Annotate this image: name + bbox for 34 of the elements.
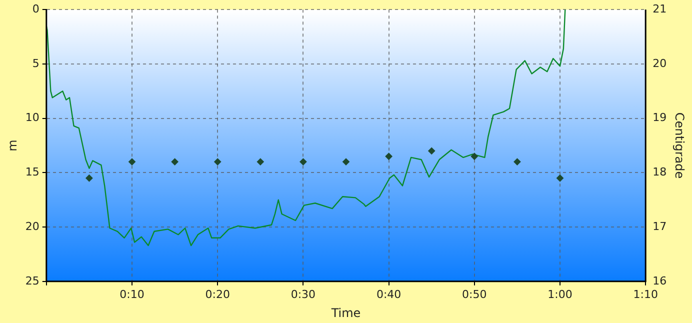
x-tick-label: 0:20 — [205, 288, 230, 301]
x-tick-label: 1:00 — [548, 288, 572, 301]
x-axis-title: Time — [330, 306, 361, 320]
y2-tick-label: 20 — [652, 56, 667, 70]
x-tick-label: 0:40 — [376, 288, 402, 301]
point — [86, 174, 93, 182]
y-tick-label: 10 — [25, 111, 40, 124]
point — [470, 152, 478, 160]
point — [385, 152, 392, 160]
y-tick-label: 0 — [32, 2, 40, 16]
y-axis-title: m — [5, 140, 20, 152]
y2-tick-label: 18 — [652, 166, 667, 179]
point — [300, 158, 307, 166]
y2-axis-title: Centigrade — [672, 112, 687, 179]
y-tick-label: 15 — [25, 166, 40, 179]
y-tick-label: 20 — [25, 220, 40, 233]
point — [214, 158, 222, 166]
x-tick-label: 0:10 — [120, 288, 144, 301]
point — [128, 158, 136, 166]
point — [514, 158, 521, 166]
point — [342, 158, 350, 166]
point — [171, 158, 178, 166]
x-tick-label: 1:10 — [633, 288, 658, 301]
point — [256, 158, 264, 166]
y-tick-label: 5 — [32, 56, 40, 70]
point — [428, 147, 436, 154]
x-tick-label: 0:30 — [290, 288, 316, 301]
point — [556, 174, 564, 182]
y-tick-label: 25 — [25, 274, 40, 288]
y2-tick-label: 21 — [652, 2, 667, 16]
y2-tick-label: 17 — [652, 220, 667, 233]
x-tick-label: 0:50 — [462, 288, 487, 301]
y2-tick-label: 19 — [652, 111, 667, 124]
y2-tick-label: 16 — [652, 274, 667, 288]
